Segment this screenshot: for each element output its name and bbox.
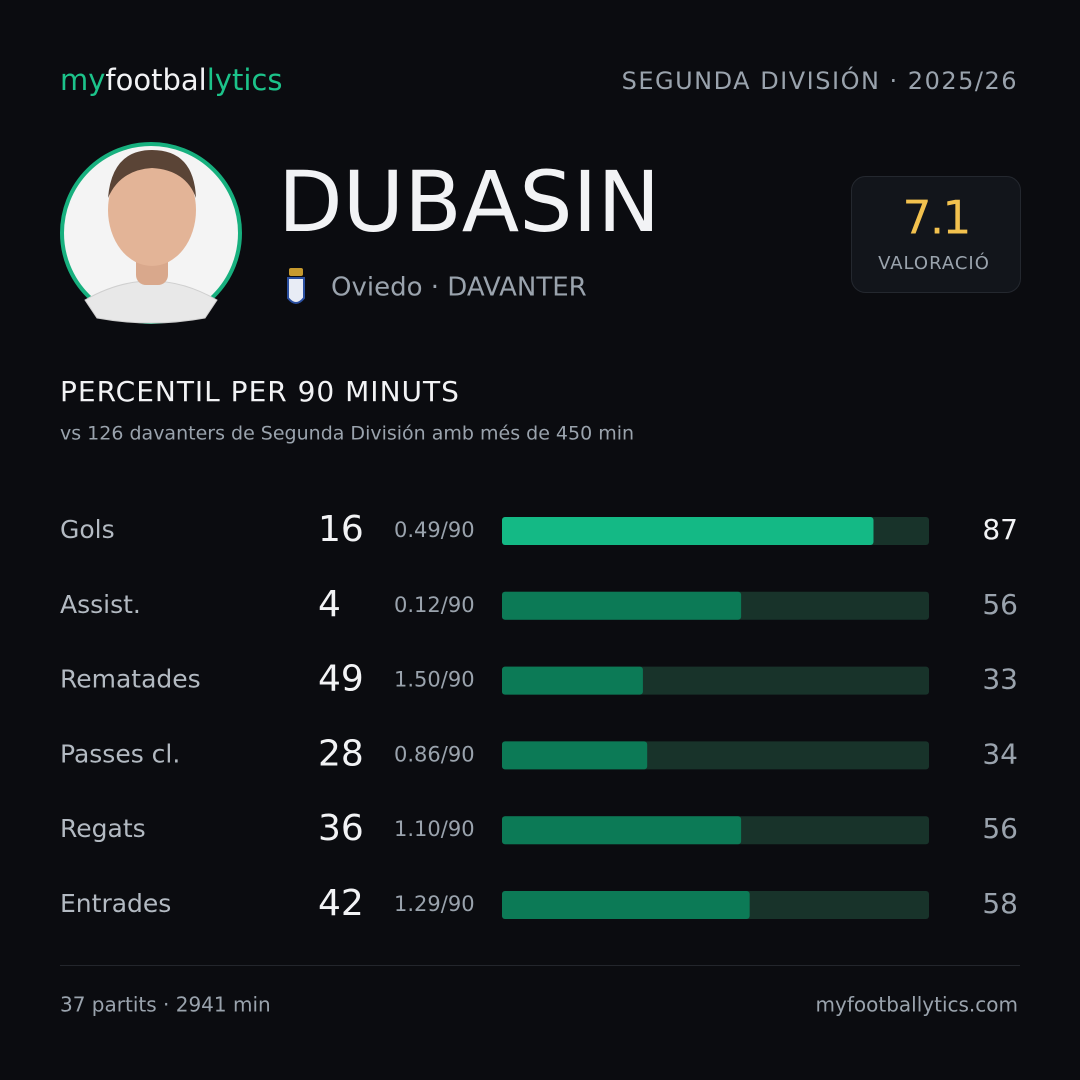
stat-total: 49 — [318, 659, 364, 700]
player-team: Oviedo · DAVANTER — [331, 273, 587, 303]
bar — [502, 591, 742, 620]
stat-total: 42 — [318, 883, 364, 924]
stat-total: 28 — [318, 733, 364, 774]
rating-box — [851, 176, 1021, 293]
footer-stats: 37 partits · 2941 min — [60, 993, 271, 1017]
crest-shield — [287, 277, 305, 304]
stat-per90: 1.50/90 — [394, 668, 475, 692]
shirt — [84, 280, 218, 324]
stat-rows: Gols 16 0.49/90 87 Assist. 4 0.12/90 56 Rematade… — [60, 509, 1018, 924]
bar — [502, 666, 643, 695]
hair — [108, 150, 196, 198]
face — [108, 154, 196, 266]
stat-per90: 0.49/90 — [394, 518, 475, 542]
stat-label: Regats — [60, 814, 146, 843]
rating-value: 7.1 — [902, 191, 969, 245]
player-name: DUBASIN — [278, 153, 660, 251]
stat-label: Rematades — [60, 665, 201, 694]
brand-part: lytics — [207, 63, 283, 97]
percentile-label: 56 — [982, 812, 1018, 845]
player-photo — [60, 142, 242, 324]
section-title: PERCENTIL PER 90 MINUTS — [60, 375, 460, 408]
percentile-label: 56 — [982, 588, 1018, 621]
stat-per90: 0.12/90 — [394, 593, 475, 617]
crest-crown — [289, 268, 303, 276]
footer-site: myfootballytics.com — [816, 993, 1018, 1017]
stat-label: Gols — [60, 515, 115, 544]
percentile-label: 33 — [982, 663, 1018, 696]
percentile-label: 87 — [982, 513, 1018, 546]
team-crest — [287, 268, 305, 304]
brand-part: my — [60, 63, 105, 97]
rating-label: VALORACIÓ — [878, 252, 990, 274]
brand-part: footbal — [105, 63, 206, 97]
brand-logo: myfootballytics — [60, 63, 282, 97]
stat-label: Assist. — [60, 590, 141, 619]
section-subtitle: vs 126 davanters de Segunda División amb… — [60, 423, 634, 445]
stat-total: 4 — [318, 584, 341, 625]
stat-label: Passes cl. — [60, 739, 180, 768]
competition: SEGUNDA DIVISIÓN · 2025/26 — [622, 65, 1018, 95]
stat-per90: 1.10/90 — [394, 817, 475, 841]
bar — [502, 741, 648, 770]
bar — [502, 816, 742, 845]
stat-total: 16 — [318, 509, 364, 550]
stat-per90: 0.86/90 — [394, 742, 475, 766]
percentile-label: 58 — [982, 887, 1018, 920]
bar — [502, 891, 750, 919]
percentile-label: 34 — [982, 737, 1018, 770]
stat-label: Entrades — [60, 889, 171, 918]
bar — [502, 517, 874, 545]
stat-per90: 1.29/90 — [394, 892, 475, 916]
stat-total: 36 — [318, 808, 364, 849]
